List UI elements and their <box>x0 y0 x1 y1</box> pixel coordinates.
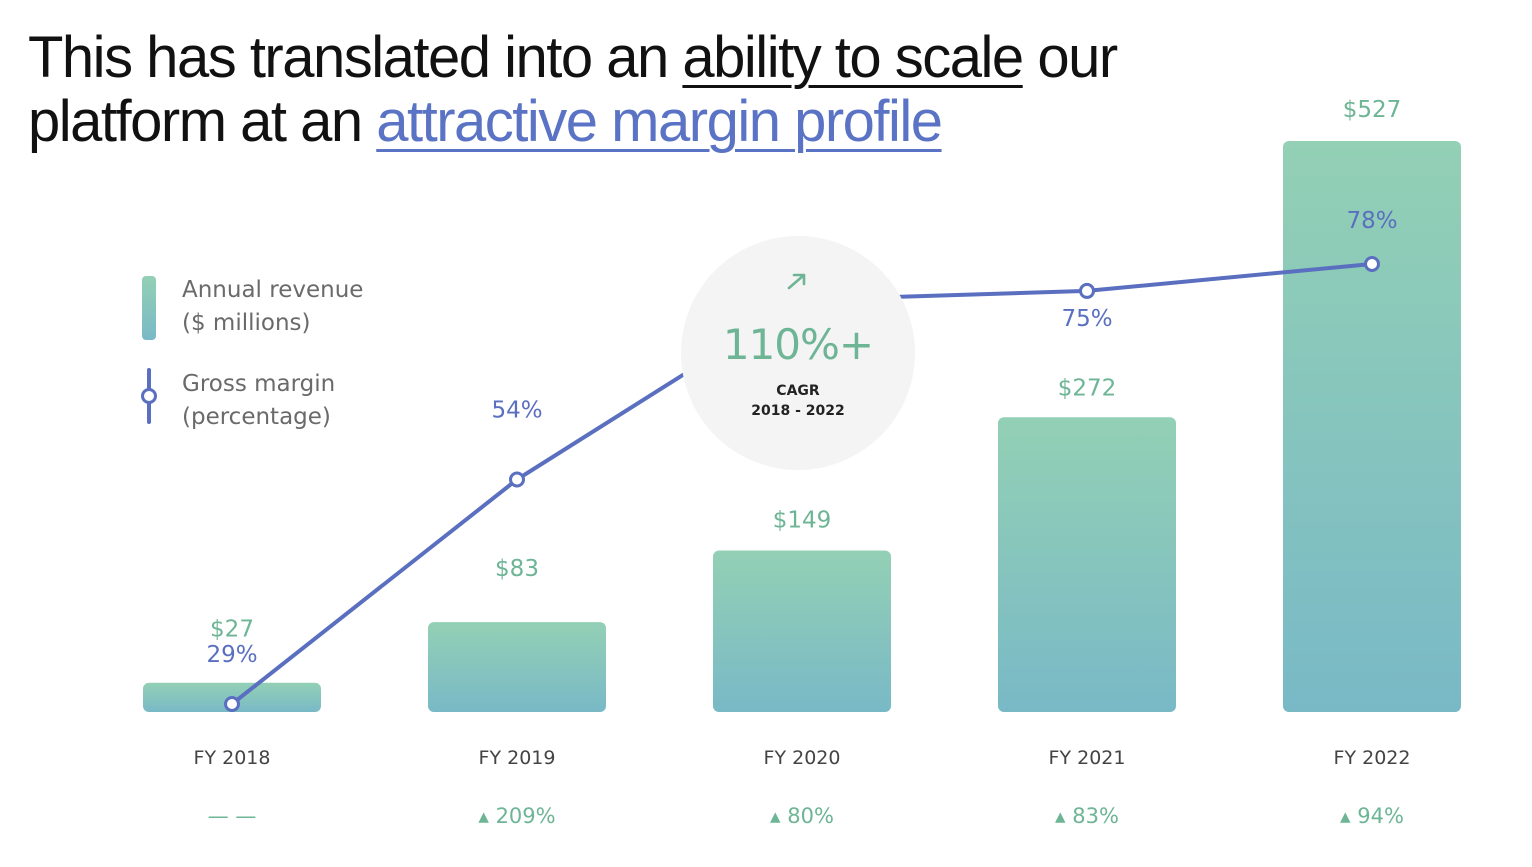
legend-margin-label: Gross margin <box>182 371 336 397</box>
gross-margin-point <box>509 471 525 488</box>
growth-label: ▴ 83% <box>1055 804 1119 828</box>
growth-label: ▴ 94% <box>1340 804 1404 828</box>
margin-data-label: 29% <box>206 642 257 668</box>
x-tick-label: FY 2022 <box>1334 747 1411 769</box>
cagr-label: CAGR <box>776 383 820 399</box>
revenue-bar <box>1283 141 1461 712</box>
x-tick-label: FY 2019 <box>479 747 556 769</box>
x-tick-label: FY 2020 <box>764 747 841 769</box>
revenue-data-label: $83 <box>495 556 539 582</box>
margin-data-label: 78% <box>1346 208 1397 234</box>
gross-margin-point <box>224 696 240 712</box>
legend-margin-unit: (percentage) <box>182 404 331 430</box>
revenue-bar <box>428 622 606 712</box>
cagr-badge: 110%+ CAGR 2018 - 2022 <box>681 236 915 470</box>
headline-part-1: This has translated into an <box>28 25 683 90</box>
margin-line-swatch-icon <box>141 368 157 424</box>
arrow-up-right-icon <box>787 273 806 290</box>
cagr-period: 2018 - 2022 <box>751 403 845 419</box>
growth-label: ▴ 209% <box>478 804 555 828</box>
revenue-data-label: $149 <box>773 508 832 534</box>
page-title: This has translated into an ability to s… <box>28 26 1228 154</box>
legend-revenue-label: Annual revenue <box>182 277 364 303</box>
headline-part-3: our platform at an <box>28 25 1118 154</box>
legend-revenue-unit: ($ millions) <box>182 310 311 336</box>
headline-attractive-margin-profile: attractive margin profile <box>376 89 943 154</box>
growth-label: ▴ 80% <box>770 804 834 828</box>
revenue-data-label: $272 <box>1058 375 1117 401</box>
headline-ability-to-scale: ability to scale <box>682 25 1024 90</box>
cagr-value: 110%+ <box>722 320 874 369</box>
x-tick-label: FY 2021 <box>1049 747 1126 769</box>
x-tick-label: FY 2018 <box>194 747 271 769</box>
revenue-data-label: $527 <box>1343 97 1402 123</box>
revenue-bar <box>998 417 1176 712</box>
margin-data-label: 75% <box>1061 306 1112 332</box>
gross-margin-point <box>1079 282 1095 299</box>
revenue-bar <box>713 550 891 712</box>
gross-margin-point <box>1364 255 1380 272</box>
revenue-data-label: $27 <box>210 617 254 643</box>
margin-data-label: 54% <box>491 398 542 424</box>
revenue-bar-swatch-icon <box>142 276 156 340</box>
growth-label: — — <box>208 804 257 828</box>
